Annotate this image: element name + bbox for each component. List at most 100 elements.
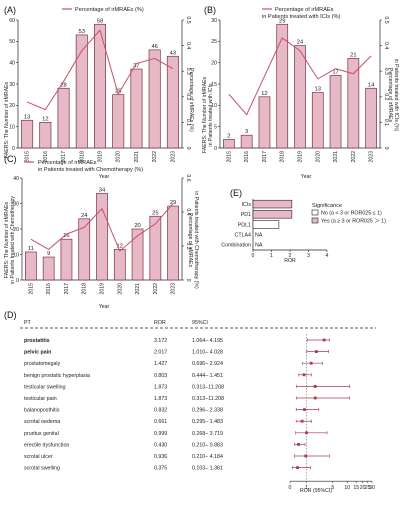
panelA-y2tick-label: 0.2 <box>185 93 191 100</box>
panelB-bar <box>240 134 253 149</box>
panel-e-category-label: PD1 <box>241 212 251 218</box>
panelB-ytick-label: 20 <box>211 60 217 66</box>
panel-d-row-ci: 0.296– 2.338 <box>192 408 223 414</box>
panelB-xtick-label: 2023 <box>369 151 375 163</box>
panel-e-na-label: NA <box>255 243 263 249</box>
panelB-bar-value-label: 2 <box>227 133 230 139</box>
panel-d-row-pt: pruritus genital <box>24 431 59 437</box>
panelB-bar-value-label: 17 <box>332 69 338 75</box>
panel-d-header-ror: ROR <box>154 320 166 326</box>
panelC-bar-value-label: 16 <box>63 233 69 239</box>
panel-d-row-ror: 1.873 <box>154 384 167 390</box>
panelC-ytick-label: 0 <box>16 278 19 284</box>
panelA-y2tick-label: 0 <box>185 147 191 150</box>
panel-d-row-pt: scrotal oedema <box>24 419 60 425</box>
panel-b: (B) Percentage of irMRAEs in Patients tr… <box>202 5 399 180</box>
panel-d-row-pt: prostatomegaly <box>24 361 61 367</box>
panel-e-category-label: CTLA4 <box>235 233 252 239</box>
panel-a-y2label: Percentage of irMRAEs (%) <box>188 68 194 132</box>
panel-d-xtick-label: 5 <box>331 485 334 491</box>
panelA-ytick-label: 50 <box>9 39 15 45</box>
panel-d-row-pt: erectile dysfunction <box>24 442 69 448</box>
panel-d-label: (D) <box>4 310 17 320</box>
panel-e: (E) ROR Significance No (a < 3 or ROR025… <box>221 188 386 264</box>
panel-d-row-ror: 1.873 <box>154 396 167 402</box>
panel-d-estimate-point <box>300 419 304 423</box>
panel-a: (A) Percentage of irMRAEs (%) FAERS: The… <box>4 5 194 180</box>
panelC-bar-value-label: 11 <box>28 246 34 252</box>
panelC-xtick-label: 2023 <box>171 283 177 295</box>
panelA-bar-value-label: 13 <box>24 114 30 120</box>
panelB-bar <box>294 45 306 149</box>
panel-a-ylabel: FAERS: The Number of irMRAEs <box>4 81 10 158</box>
panelC-ytick-label: 40 <box>13 176 19 182</box>
panel-d-row-ci: 0.444– 1.451 <box>192 373 223 379</box>
panelC-xtick-label: 2021 <box>135 283 141 295</box>
panelA-bar <box>148 49 161 149</box>
panelC-xtick-label: 2016 <box>46 283 52 295</box>
panel-e-xtick-label: 4 <box>326 253 329 259</box>
panel-d-xtick-label: 30 <box>369 485 375 491</box>
panelC-y2tick-label: 0 <box>185 279 191 282</box>
panel-b-xlabel: Year <box>301 174 312 180</box>
panel-d-row-pt: scrotal ulcer <box>24 454 53 460</box>
panel-e-xtick-label: 2 <box>289 253 292 259</box>
panel-d-row-ci: 0.295– 1.483 <box>192 419 223 425</box>
panel-d-row-pt: benign prostatic hyperplasia <box>24 373 90 379</box>
panelA-bar-value-label: 46 <box>151 44 157 50</box>
panel-c-legend-text-2: in Patients treated with Chemotherapy (%… <box>38 167 143 173</box>
panel-e-xtick-label: 0 <box>252 253 255 259</box>
panelA-ytick-label: 0 <box>12 146 15 152</box>
panel-b-ylabel-2: in Patients treated with ICIs <box>208 83 214 147</box>
panelB-ytick-label: 5 <box>214 124 217 130</box>
panelB-bar <box>276 23 289 149</box>
panel-d-row-ci: 1.010– 4.028 <box>192 350 223 356</box>
panel-e-na-label: NA <box>255 233 263 239</box>
panelC-bar <box>149 215 162 281</box>
panelB-bar <box>258 96 271 149</box>
panelC-bar <box>60 238 73 281</box>
panelA-bar-value-label: 53 <box>79 29 85 35</box>
panel-c: (C) Percentage of irMRAEs in Patients tr… <box>4 154 199 310</box>
panel-e-xtick-label: 3 <box>307 253 310 259</box>
panel-d-row-ror: 0.375 <box>154 466 167 472</box>
panelC-bar-value-label: 12 <box>117 243 123 249</box>
panel-c-label: (C) <box>4 154 17 164</box>
panelA-ytick-label: 20 <box>9 103 15 109</box>
panel-e-bar <box>252 199 293 209</box>
panelA-xtick-label: 2022 <box>152 151 158 163</box>
panelC-xtick-label: 2018 <box>82 283 88 295</box>
panelB-xtick-label: 2021 <box>333 151 339 163</box>
panelC-y2tick-label: 0.4 <box>185 208 191 215</box>
panelB-y2tick-label: 0.1 <box>383 119 389 126</box>
panelB-ytick-label: 0 <box>214 146 217 152</box>
panel-c-xlabel: Year <box>99 304 110 310</box>
panelC-xtick-label: 2017 <box>64 283 70 295</box>
panel-d-row-ror: 0.936 <box>154 454 167 460</box>
panel-e-category-label: PDL1 <box>238 222 251 228</box>
panel-d-xtick-label: 0 <box>289 485 292 491</box>
panel-d-row-pt: testicular pain <box>24 396 57 402</box>
panelB-xtick-label: 2020 <box>315 151 321 163</box>
panelB-bar <box>223 139 235 149</box>
panel-e-legend-yes-swatch <box>311 217 319 224</box>
panel-a-label: (A) <box>4 5 16 15</box>
panel-d-xtick-label: 15 <box>353 485 359 491</box>
panelA-bar <box>21 119 34 149</box>
panelA-bar <box>166 55 179 149</box>
panel-b-label: (B) <box>204 5 216 15</box>
panel-d-header-ci: 95%CI <box>192 320 208 326</box>
panelB-y2tick-label: 0 <box>383 147 389 150</box>
panelA-xtick-label: 2018 <box>79 151 85 163</box>
panelB-bar-value-label: 13 <box>315 87 321 93</box>
panelC-percentage-line <box>30 203 174 252</box>
panel-c-y2label-2: in Patients treated with Chemotherapy (%… <box>193 191 199 289</box>
panelC-bar <box>113 249 126 281</box>
panelB-bar-value-label: 14 <box>368 82 375 88</box>
panelA-y2tick-label: 0.1 <box>185 119 191 126</box>
panelA-bar-value-label: 37 <box>133 63 139 69</box>
panel-d-estimate-point <box>313 396 317 400</box>
panelA-bar <box>130 68 143 149</box>
